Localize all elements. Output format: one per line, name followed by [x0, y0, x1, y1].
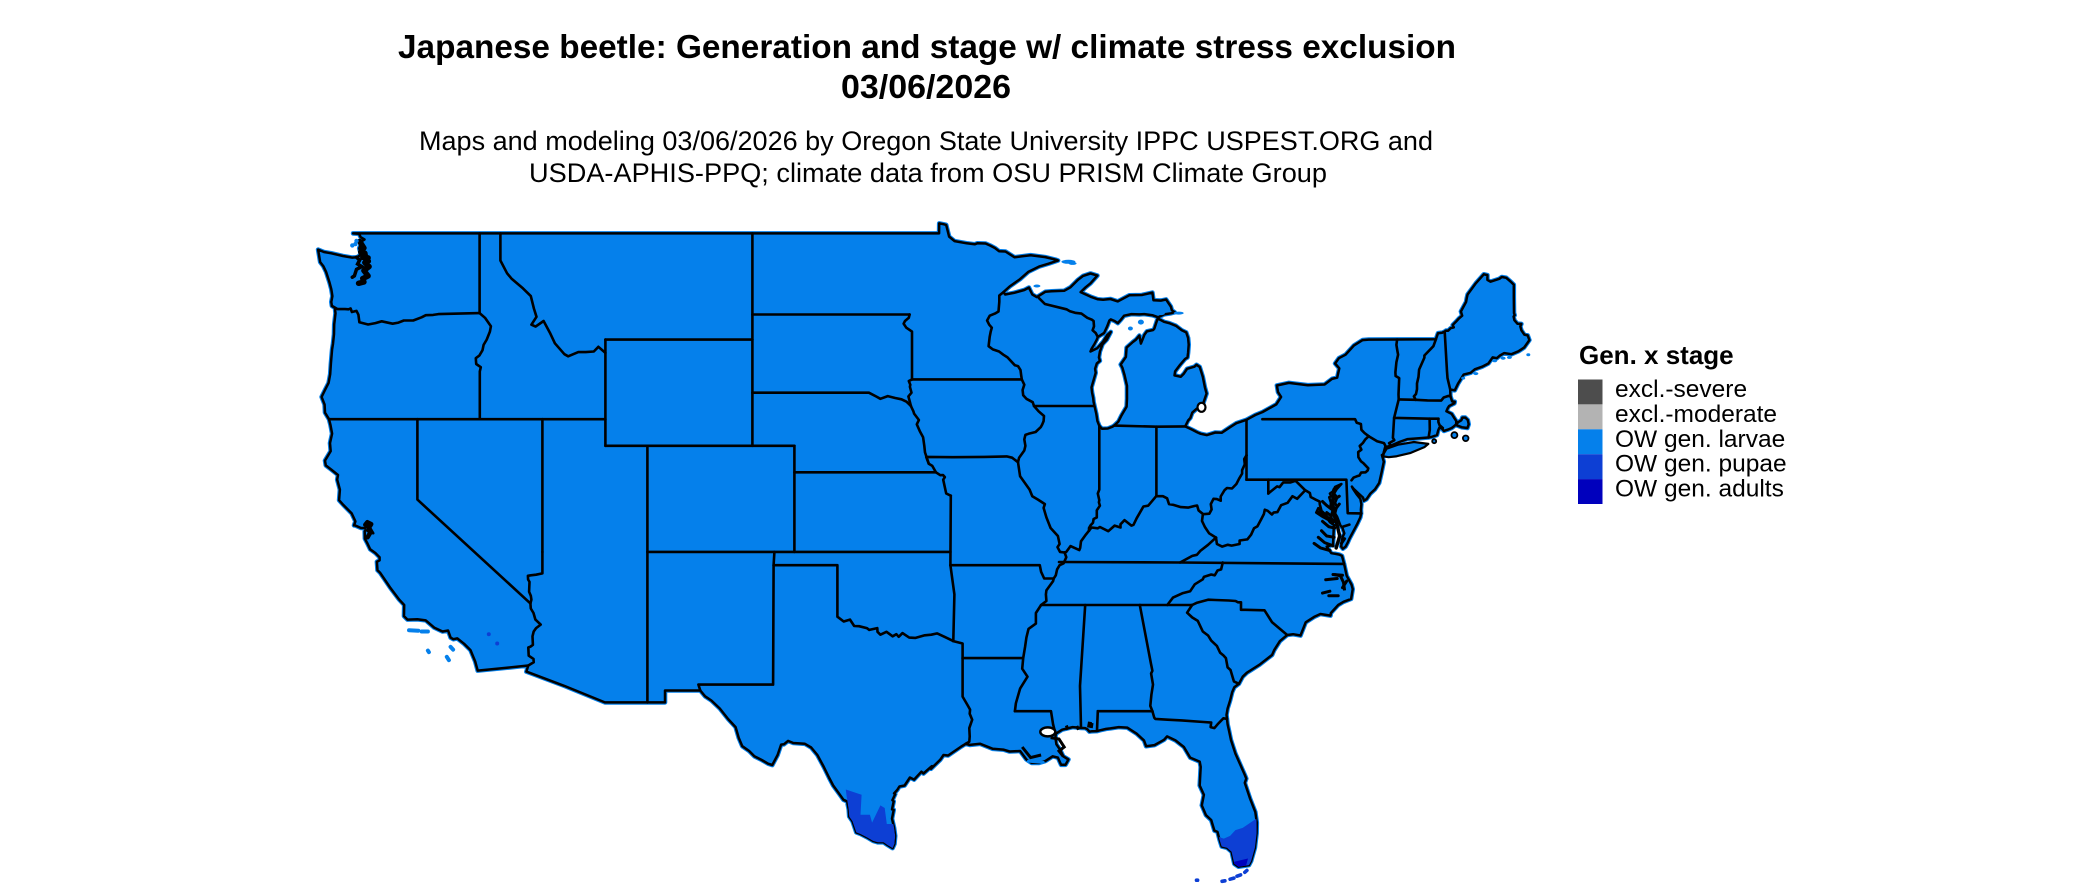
svg-text:Japanese beetle: Generation an: Japanese beetle: Generation and stage w/… [398, 28, 1456, 65]
svg-text:excl.-moderate: excl.-moderate [1615, 401, 1777, 428]
svg-text:OW gen. pupae: OW gen. pupae [1615, 451, 1787, 478]
svg-text:Maps and modeling 03/06/2026 b: Maps and modeling 03/06/2026 by Oregon S… [419, 126, 1433, 156]
svg-text:Gen. x stage: Gen. x stage [1579, 340, 1734, 370]
svg-text:OW gen. adults: OW gen. adults [1615, 476, 1784, 503]
svg-text:excl.-severe: excl.-severe [1615, 376, 1747, 403]
svg-text:USDA-APHIS-PPQ; climate data f: USDA-APHIS-PPQ; climate data from OSU PR… [529, 158, 1327, 188]
svg-text:03/06/2026: 03/06/2026 [841, 68, 1011, 105]
svg-text:OW gen. larvae: OW gen. larvae [1615, 426, 1785, 453]
